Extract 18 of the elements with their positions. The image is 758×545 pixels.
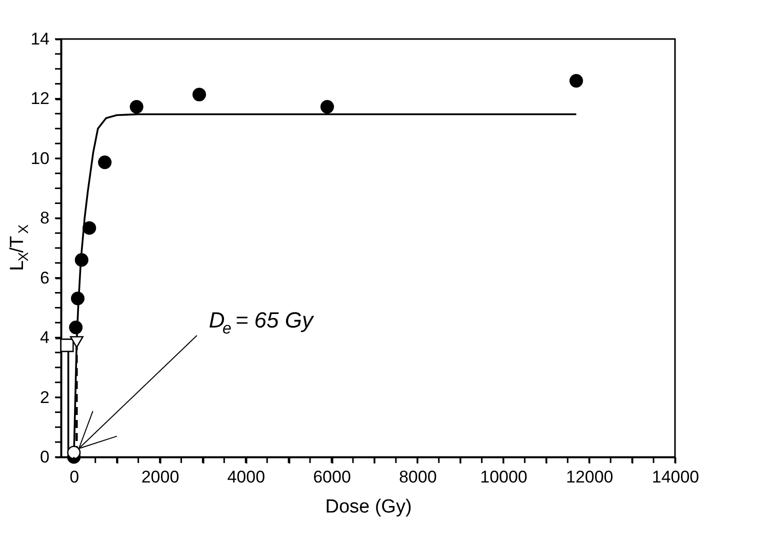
y-tick-label: 4 [40, 328, 50, 348]
x-tick-label: 0 [70, 468, 80, 486]
x-tick-label: 12000 [566, 468, 614, 486]
y-tick-label: 2 [40, 388, 50, 407]
y-tick-label: 14 [30, 30, 50, 48]
x-axis-title: Dose (Gy) [325, 496, 412, 518]
y-tick-label: 10 [30, 148, 50, 168]
y-tick-label: 6 [40, 268, 50, 288]
x-tick-label: 4000 [227, 468, 266, 486]
y-axis-title: LX/TX [7, 224, 31, 271]
x-tick-label: 14000 [652, 468, 700, 486]
x-tick-label: 8000 [398, 468, 437, 486]
x-tick-label: 6000 [313, 468, 351, 486]
x-tick-label: 10000 [480, 468, 528, 486]
y-tick-label: 8 [40, 208, 50, 228]
x-tick-label: 2000 [141, 468, 180, 486]
y-tick-label: 0 [40, 448, 50, 466]
y-tick-label: 12 [30, 89, 50, 108]
